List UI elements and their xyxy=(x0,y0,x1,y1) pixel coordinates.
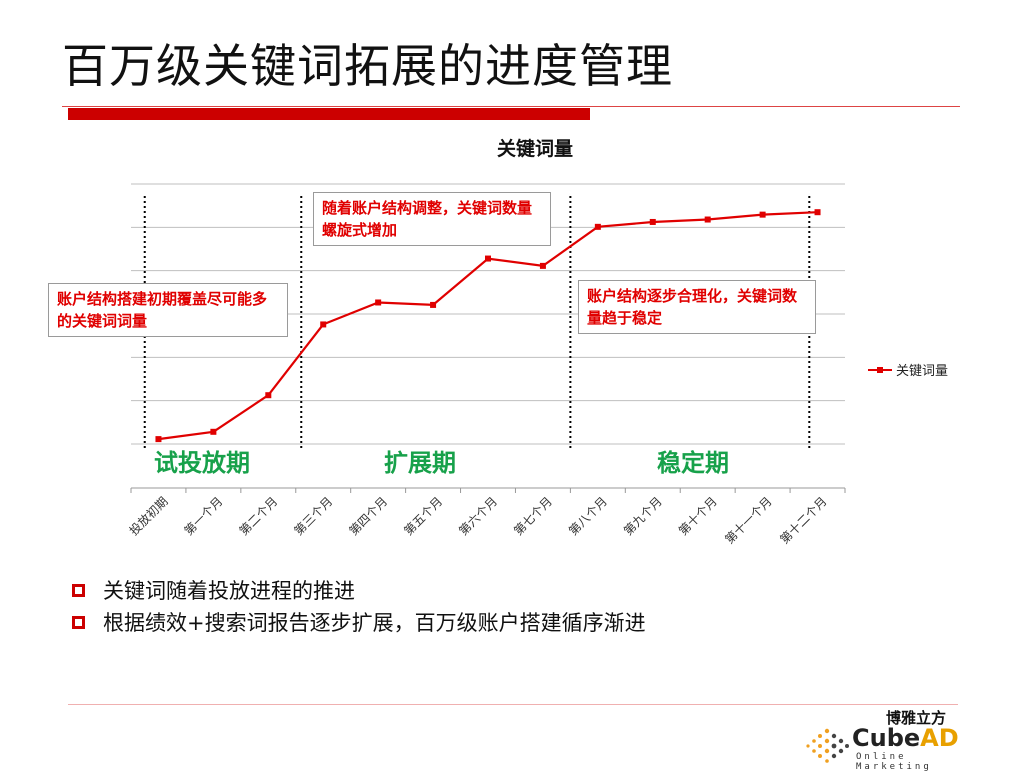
annotation-expansion-phase: 随着账户结构调整，关键词数量螺旋式增加 xyxy=(313,192,551,246)
x-tick-label: 投放初期 xyxy=(126,494,171,539)
legend-line-marker xyxy=(868,364,892,376)
cubead-logo: CubeAD Online Marketing xyxy=(800,722,960,772)
bullet-item: 根据绩效+搜索词报告逐步扩展，百万级账户搭建循序渐进 xyxy=(72,606,646,638)
x-tick-labels: 投放初期 第一个月 第二个月 第三个月 第四个月 第五个月 第六个月 第七个月 第八个月 第九个月… xyxy=(126,494,830,547)
legend-label: 关键词量 xyxy=(896,364,949,379)
slide-title: 百万级关键词拓展的进度管理 xyxy=(62,39,673,93)
data-point xyxy=(594,223,601,230)
chart-title: 关键词量 xyxy=(496,138,573,160)
footer-divider xyxy=(68,704,958,705)
data-point xyxy=(210,428,217,435)
phase-dividers xyxy=(143,196,811,448)
title-divider xyxy=(62,106,960,107)
x-tick-label: 第八个月 xyxy=(566,494,610,538)
phase-label-stable: 稳定期 xyxy=(657,449,729,477)
annotation-trial-phase: 账户结构搭建初期覆盖尽可能多的关键词词量 xyxy=(48,283,288,337)
annotation-stable-phase: 账户结构逐步合理化，关键词数量趋于稳定 xyxy=(578,280,816,334)
bullet-text: 根据绩效+搜索词报告逐步扩展，百万级账户搭建循序渐进 xyxy=(103,611,646,635)
square-bullet-icon xyxy=(72,583,85,597)
bullet-list: 关键词随着投放进程的推进 根据绩效+搜索词报告逐步扩展，百万级账户搭建循序渐进 xyxy=(72,574,646,638)
x-tick-label: 第十一个月 xyxy=(722,494,774,546)
data-point xyxy=(649,218,656,225)
data-point xyxy=(320,321,327,328)
logo-wordmark: CubeAD xyxy=(852,724,959,752)
dots-logo-icon xyxy=(806,728,849,763)
data-point xyxy=(375,299,382,306)
data-point xyxy=(155,436,162,443)
bullet-text: 关键词随着投放进程的推进 xyxy=(103,579,355,603)
x-tick-label: 第四个月 xyxy=(346,494,390,538)
bullet-item: 关键词随着投放进程的推进 xyxy=(72,574,646,606)
data-point xyxy=(814,209,821,216)
x-tick-label: 第二个月 xyxy=(237,494,281,538)
phase-label-expansion: 扩展期 xyxy=(384,449,456,477)
data-point xyxy=(265,392,272,399)
series-keyword-volume xyxy=(155,209,821,443)
x-tick-label: 第五个月 xyxy=(401,494,445,538)
x-tick-label: 第十二个月 xyxy=(777,494,829,546)
x-tick-label: 第十个月 xyxy=(676,494,720,538)
title-accent-bar xyxy=(68,108,590,120)
data-point xyxy=(485,255,491,262)
data-point xyxy=(759,211,766,218)
data-point xyxy=(539,262,546,269)
x-tick-label: 第九个月 xyxy=(621,494,665,538)
x-tick-label: 第七个月 xyxy=(511,494,555,538)
data-point xyxy=(430,301,437,308)
chart-legend: 关键词量 xyxy=(868,360,948,379)
x-axis xyxy=(130,487,846,493)
x-tick-label: 第一个月 xyxy=(182,494,226,538)
x-tick-label: 第六个月 xyxy=(456,494,500,538)
company-name-cn: 博雅立方 xyxy=(886,709,947,727)
phase-label-trial: 试投放期 xyxy=(154,449,250,477)
data-point xyxy=(704,216,711,223)
logo-tagline: Online Marketing xyxy=(856,752,932,772)
x-tick-label: 第三个月 xyxy=(292,494,336,538)
square-bullet-icon xyxy=(72,615,85,629)
